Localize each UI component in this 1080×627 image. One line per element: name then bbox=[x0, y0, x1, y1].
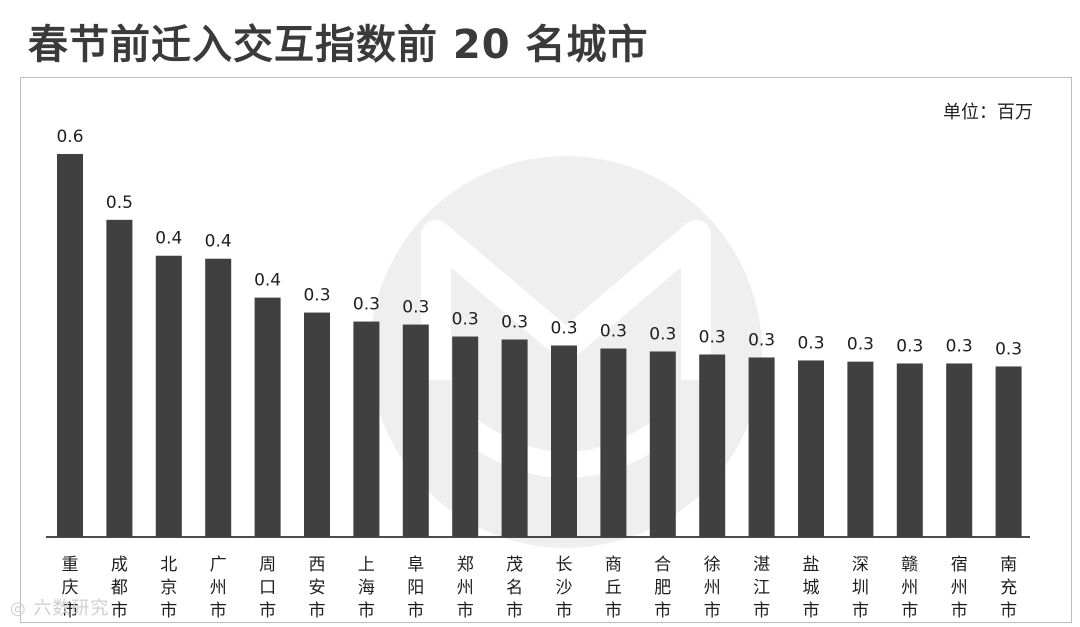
bar-18 bbox=[896, 363, 923, 537]
bar-5 bbox=[254, 297, 281, 537]
bar-13 bbox=[649, 351, 676, 537]
bar-4 bbox=[205, 258, 232, 537]
watermark-brand-icon: ◎ bbox=[10, 598, 34, 619]
category-label-17: 深圳市 bbox=[852, 555, 869, 621]
category-label-19: 宿州市 bbox=[951, 555, 968, 621]
chart-title: 春节前迁入交互指数前 20 名城市 bbox=[28, 22, 649, 68]
data-label-17: 0.3 bbox=[847, 335, 874, 355]
data-label-15: 0.3 bbox=[748, 330, 775, 350]
bar-10 bbox=[501, 339, 528, 537]
data-label-19: 0.3 bbox=[946, 336, 973, 356]
data-label-2: 0.5 bbox=[106, 193, 133, 213]
bar-8 bbox=[402, 324, 429, 537]
data-label-3: 0.4 bbox=[155, 229, 182, 249]
category-label-20: 南充市 bbox=[1000, 555, 1017, 621]
bar-19 bbox=[946, 363, 973, 537]
data-label-6: 0.3 bbox=[303, 286, 330, 306]
bar-11 bbox=[551, 345, 577, 537]
category-label-1: 重庆市 bbox=[62, 555, 79, 621]
category-label-14: 徐州市 bbox=[704, 555, 721, 621]
category-label-10: 茂名市 bbox=[506, 555, 523, 621]
data-label-20: 0.3 bbox=[995, 339, 1022, 359]
category-label-18: 赣州市 bbox=[901, 555, 918, 621]
unit-label: 单位：百万 bbox=[943, 102, 1033, 123]
category-label-11: 长沙市 bbox=[556, 555, 573, 621]
category-label-5: 周口市 bbox=[259, 555, 276, 621]
category-label-7: 上海市 bbox=[358, 555, 375, 621]
bar-7 bbox=[353, 321, 380, 537]
watermark-text: ◎ 六数研究 bbox=[10, 598, 110, 619]
bar-2 bbox=[106, 219, 133, 537]
category-label-2: 成都市 bbox=[111, 555, 128, 621]
category-label-9: 郑州市 bbox=[457, 555, 474, 621]
data-label-11: 0.3 bbox=[550, 319, 577, 339]
category-label-16: 盐城市 bbox=[803, 555, 820, 621]
bar-20 bbox=[995, 366, 1022, 537]
data-label-4: 0.4 bbox=[205, 232, 232, 252]
bar-17 bbox=[847, 361, 874, 537]
data-label-12: 0.3 bbox=[600, 321, 627, 341]
category-label-13: 合肥市 bbox=[654, 555, 671, 621]
bar-3 bbox=[155, 255, 182, 537]
data-label-9: 0.3 bbox=[452, 310, 479, 330]
data-label-14: 0.3 bbox=[699, 327, 726, 347]
data-label-7: 0.3 bbox=[353, 295, 380, 315]
bar-15 bbox=[748, 357, 775, 537]
category-label-12: 商丘市 bbox=[605, 555, 622, 621]
category-label-4: 广州市 bbox=[210, 555, 227, 621]
bar-16 bbox=[798, 360, 824, 537]
data-label-13: 0.3 bbox=[649, 324, 676, 344]
data-label-8: 0.3 bbox=[402, 298, 429, 318]
category-label-6: 西安市 bbox=[309, 555, 326, 621]
data-label-1: 0.6 bbox=[56, 127, 83, 147]
data-label-18: 0.3 bbox=[896, 336, 923, 356]
data-label-5: 0.4 bbox=[254, 271, 281, 291]
category-label-8: 阜阳市 bbox=[407, 555, 424, 621]
bar-12 bbox=[600, 348, 627, 537]
bar-1 bbox=[57, 154, 83, 537]
data-label-16: 0.3 bbox=[797, 333, 824, 353]
category-label-15: 湛江市 bbox=[753, 555, 770, 621]
bar-14 bbox=[699, 354, 726, 537]
category-label-3: 北京市 bbox=[160, 555, 177, 621]
bar-6 bbox=[304, 312, 330, 537]
data-label-10: 0.3 bbox=[501, 313, 528, 333]
bar-9 bbox=[452, 336, 479, 537]
